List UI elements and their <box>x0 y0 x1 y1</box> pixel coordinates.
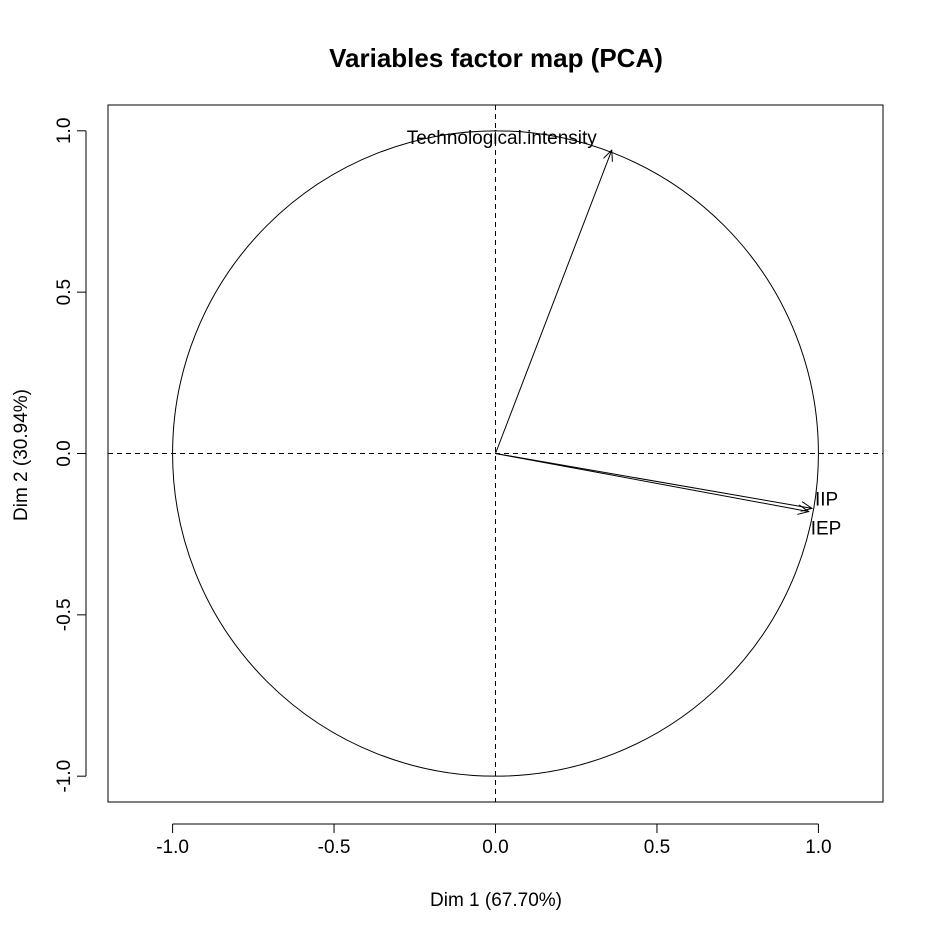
y-tick-label: 0.0 <box>54 440 75 466</box>
y-tick-label: -1.0 <box>54 760 75 793</box>
y-tick-label: 0.5 <box>54 279 75 305</box>
x-tick-label: 0.0 <box>482 837 508 858</box>
variable-label-iip: IIP <box>815 489 838 510</box>
y-axis-label: Dim 2 (30.94%) <box>11 389 32 521</box>
x-axis-label: Dim 1 (67.70%) <box>430 890 562 911</box>
y-tick-label: -0.5 <box>54 598 75 631</box>
x-tick-label: -1.0 <box>156 837 189 858</box>
variable-arrow-technological-intensity <box>495 150 612 454</box>
variable-label-iep: IEP <box>811 519 842 540</box>
chart-title: Variables factor map (PCA) <box>329 43 663 73</box>
y-tick-label: 1.0 <box>54 118 75 144</box>
variable-arrow-iep <box>495 453 809 512</box>
x-tick-label: -0.5 <box>318 837 351 858</box>
x-tick-label: 1.0 <box>805 837 831 858</box>
variable-label-technological-intensity: Technological.intensity <box>407 128 598 149</box>
x-tick-label: 0.5 <box>644 837 670 858</box>
variable-arrow-iip <box>495 453 812 509</box>
